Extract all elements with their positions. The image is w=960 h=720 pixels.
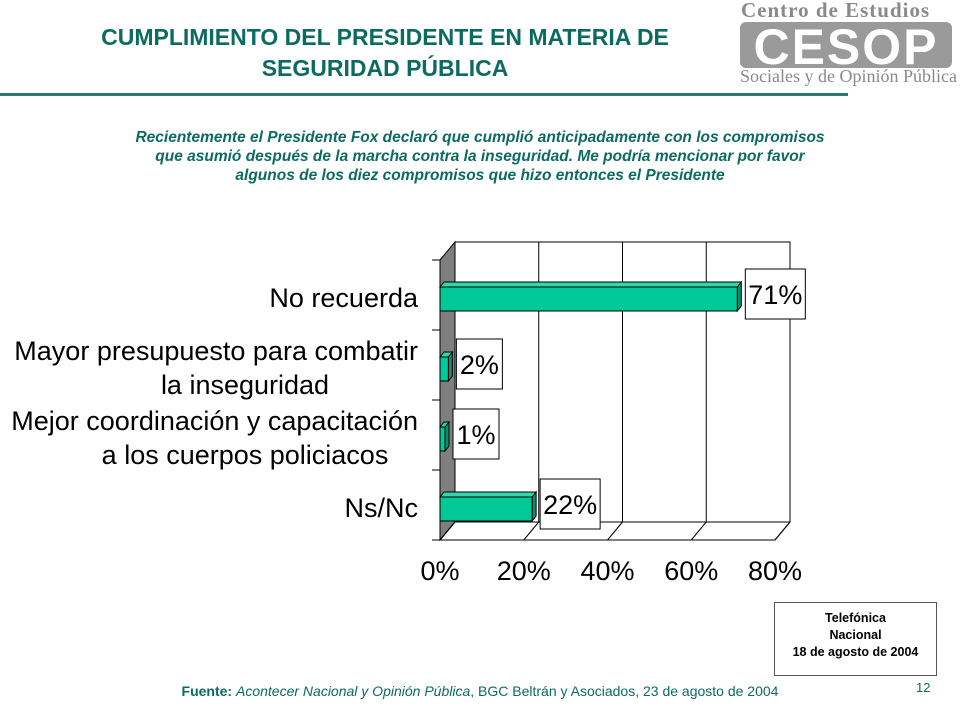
- data-label-box: [452, 408, 500, 460]
- bar: [439, 426, 446, 452]
- category-label: Mejor coordinación y capacitación: [11, 406, 418, 436]
- question-line1: Recientemente el Presidente Fox declaró …: [135, 129, 825, 146]
- cesop-logo: Centro de Estudios CESOP Sociales y de O…: [736, 0, 957, 96]
- survey-method-note: Telefónica Nacional 18 de agosto de 2004: [774, 602, 937, 676]
- logo-top-text: Centro de Estudios: [741, 0, 931, 22]
- question-line3: algunos de los diez compromisos que hizo…: [235, 167, 725, 184]
- bar-side: [531, 490, 537, 523]
- bar: [439, 496, 533, 522]
- category-label: la inseguridad: [161, 370, 329, 400]
- slide-title-line1: CUMPLIMIENTO DEL PRESIDENTE EN MATERIA D…: [101, 24, 669, 50]
- x-tick-label: 60%: [664, 556, 718, 586]
- slide-title: CUMPLIMIENTO DEL PRESIDENTE EN MATERIA D…: [40, 22, 730, 84]
- data-label: 2%: [460, 350, 499, 380]
- bar: [439, 286, 738, 312]
- data-label: 1%: [456, 420, 495, 450]
- floor-gridline: [774, 521, 791, 541]
- slide-title-line2: SEGURIDAD PÚBLICA: [261, 55, 509, 81]
- survey-question: Recientemente el Presidente Fox declaró …: [50, 128, 910, 185]
- data-label: 71%: [748, 280, 802, 310]
- footer-label: Fuente:: [181, 683, 233, 699]
- source-footer: Fuente: Acontecer Nacional y Opinión Púb…: [0, 683, 960, 699]
- category-label: a los cuerpos policiacos: [102, 440, 389, 470]
- footer-source-rest: , BGC Beltrán y Asociados, 23 de agosto …: [470, 683, 779, 699]
- bar-side: [736, 280, 742, 313]
- x-tick-label: 40%: [580, 556, 634, 586]
- bar-side: [444, 420, 450, 453]
- x-tick-label: 0%: [420, 556, 459, 586]
- category-label: Mayor presupuesto para combatir: [14, 336, 418, 366]
- bar-top: [438, 281, 743, 288]
- category-label: Ns/Nc: [345, 493, 419, 523]
- note-line1: Telefónica: [825, 611, 886, 625]
- x-tick-label: 80%: [748, 556, 802, 586]
- bar-side: [447, 350, 453, 383]
- data-label-box: [744, 268, 806, 320]
- title-divider: [0, 93, 848, 96]
- logo-bottom-text: Sociales y de Opinión Pública: [740, 66, 957, 86]
- floor-gridline: [690, 521, 707, 541]
- floor-gridline: [439, 521, 456, 541]
- category-label: No recuerda: [269, 283, 419, 313]
- floor-gridline: [607, 521, 623, 541]
- note-line2: Nacional: [829, 628, 882, 642]
- logo-mark-text: CESOP: [753, 20, 938, 70]
- logo-mark: CESOP: [740, 20, 952, 70]
- x-tick-label: 20%: [497, 556, 551, 586]
- note-line3: 18 de agosto de 2004: [792, 645, 919, 659]
- data-label-box: [539, 478, 601, 530]
- bar-top: [438, 491, 538, 498]
- question-line2: que asumió después de la marcha contra l…: [155, 148, 805, 165]
- bar: [439, 356, 449, 382]
- floor-gridline: [523, 521, 540, 541]
- footer-source-italic: Acontecer Nacional y Opinión Pública: [236, 683, 471, 699]
- data-label-box: [455, 338, 503, 390]
- page-number: 12: [916, 680, 931, 695]
- data-label: 22%: [543, 490, 597, 520]
